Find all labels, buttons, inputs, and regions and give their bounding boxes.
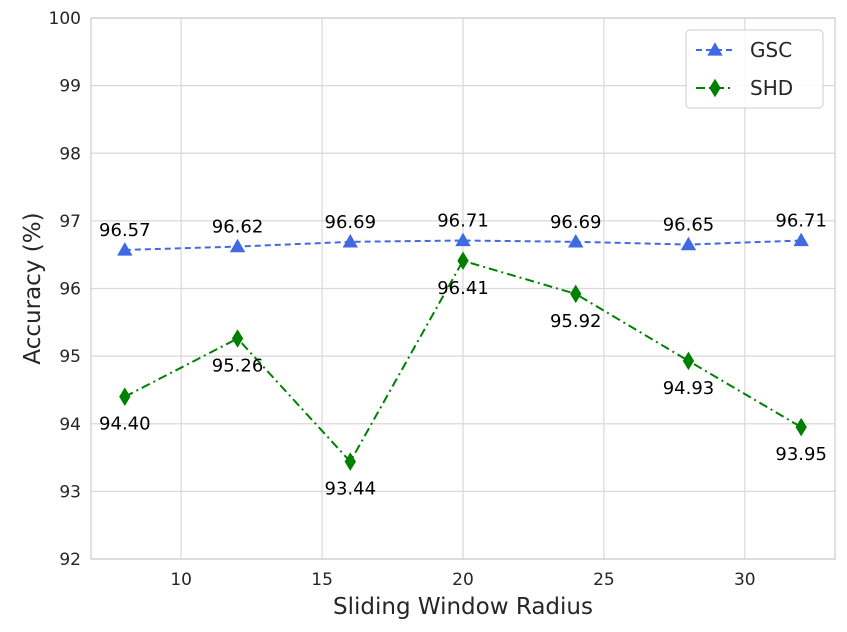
shd-point [570,284,582,304]
series-layer [117,232,809,471]
x-axis-label: Sliding Window Radius [333,594,593,620]
gsc-data-label: 96.71 [437,210,489,231]
y-axis-ticks: 92 93 94 95 96 97 98 99 100 [49,9,81,570]
shd-point [795,417,807,437]
gsc-point [793,232,809,247]
shd-data-label: 93.44 [325,479,377,500]
x-tick-label: 10 [170,570,192,590]
gsc-point [342,234,358,248]
x-tick-label: 30 [734,570,756,590]
gsc-point [680,236,697,251]
y-tick-label: 97 [59,212,81,232]
y-tick-label: 98 [59,144,81,164]
gsc-series [117,232,809,256]
shd-point [119,387,131,406]
y-tick-label: 99 [59,77,81,97]
shd-data-label: 96.41 [437,278,489,299]
x-tick-label: 25 [593,570,615,590]
legend-label-shd: SHD [750,76,793,100]
shd-data-label: 94.40 [99,414,151,435]
shd-point [457,251,469,271]
y-tick-label: 96 [59,280,81,300]
shd-data-label: 94.93 [663,378,715,399]
shd-data-label: 95.26 [212,356,264,377]
y-axis-label: Accuracy (%) [20,212,46,364]
gsc-point [568,234,584,248]
y-tick-label: 94 [59,415,81,435]
legend-item-gsc: GSC [696,38,792,62]
plot-frame [90,17,836,560]
y-tick-label: 93 [59,482,81,502]
gsc-point [455,232,471,247]
gsc-data-label: 96.69 [550,212,602,233]
shd-data-label: 95.92 [550,311,602,332]
shd-point [682,351,695,371]
gsc-point [117,242,133,256]
gsc-data-label: 96.57 [99,220,151,241]
y-tick-label: 95 [59,347,81,367]
y-tick-label: 92 [59,550,81,570]
x-tick-label: 15 [311,570,333,590]
gsc-data-label: 96.62 [212,217,264,238]
shd-point [231,329,244,348]
x-axis-ticks: 10 15 20 25 30 [170,570,755,590]
legend-marker-gsc [707,42,723,56]
x-tick-label: 20 [452,570,474,590]
shd-data-label: 93.95 [775,444,827,465]
y-tick-label: 100 [49,9,81,29]
legend-item-shd: SHD [696,76,793,100]
gsc-data-label: 96.69 [325,212,377,233]
shd-series [119,251,807,471]
gsc-data-label: 96.71 [775,210,827,231]
data-labels: 96.57 96.62 96.69 96.71 96.69 96.65 96.71 94.40… [99,210,827,499]
legend-marker-shd [709,78,721,98]
shd-point [344,452,356,471]
gsc-data-label: 96.65 [663,215,715,236]
legend-label-gsc: GSC [750,38,792,62]
legend: GSC SHD [685,29,824,109]
gsc-point [229,238,246,253]
